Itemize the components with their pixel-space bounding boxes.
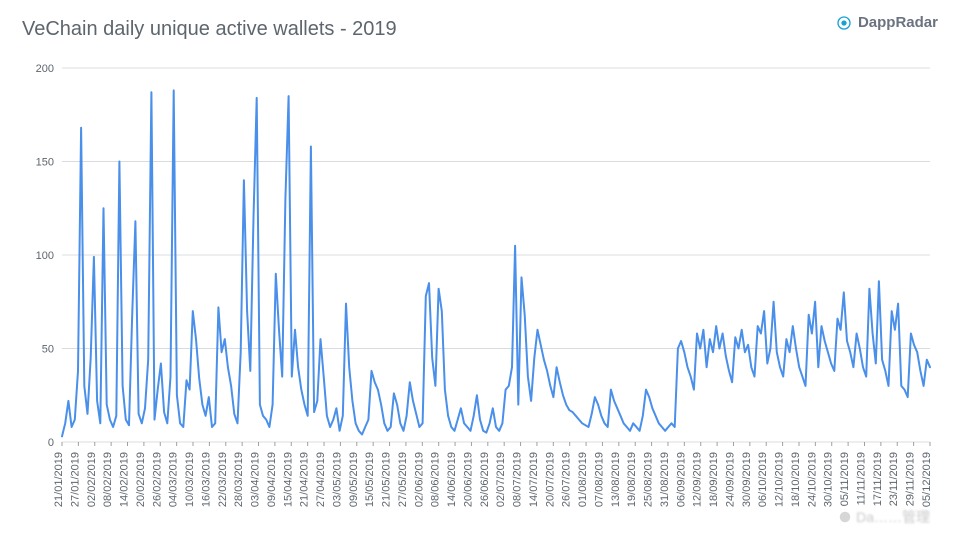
svg-text:05/12/2019: 05/12/2019: [921, 452, 933, 507]
svg-text:13/08/2019: 13/08/2019: [610, 452, 622, 507]
svg-text:14/02/2019: 14/02/2019: [119, 452, 131, 507]
svg-text:200: 200: [36, 63, 54, 75]
brand-icon: [836, 15, 852, 31]
svg-text:29/11/2019: 29/11/2019: [905, 452, 917, 506]
svg-text:22/03/2019: 22/03/2019: [217, 452, 229, 507]
svg-text:28/03/2019: 28/03/2019: [233, 452, 245, 507]
svg-text:03/05/2019: 03/05/2019: [331, 452, 343, 507]
chart-title: VeChain daily unique active wallets - 20…: [22, 18, 397, 41]
svg-text:150: 150: [36, 157, 54, 169]
svg-text:02/02/2019: 02/02/2019: [86, 452, 98, 507]
svg-text:18/10/2019: 18/10/2019: [790, 452, 802, 507]
svg-text:06/09/2019: 06/09/2019: [675, 452, 687, 507]
svg-text:12/09/2019: 12/09/2019: [692, 452, 704, 507]
svg-text:23/11/2019: 23/11/2019: [888, 452, 900, 506]
svg-text:30/09/2019: 30/09/2019: [741, 452, 753, 507]
svg-text:16/03/2019: 16/03/2019: [200, 452, 212, 507]
svg-text:26/07/2019: 26/07/2019: [561, 452, 573, 507]
svg-text:50: 50: [42, 344, 54, 356]
brand-logo: DappRadar: [836, 14, 938, 31]
svg-text:19/08/2019: 19/08/2019: [626, 452, 638, 507]
svg-text:26/06/2019: 26/06/2019: [479, 452, 491, 507]
svg-text:24/10/2019: 24/10/2019: [806, 452, 818, 507]
svg-text:27/04/2019: 27/04/2019: [315, 452, 327, 507]
svg-text:20/02/2019: 20/02/2019: [135, 452, 147, 507]
svg-text:02/07/2019: 02/07/2019: [495, 452, 507, 507]
svg-text:11/11/2019: 11/11/2019: [855, 452, 867, 505]
svg-text:12/10/2019: 12/10/2019: [774, 452, 786, 507]
svg-text:15/04/2019: 15/04/2019: [282, 452, 294, 507]
svg-text:10/03/2019: 10/03/2019: [184, 452, 196, 507]
watermark: Da……管理: [838, 507, 930, 527]
svg-text:09/04/2019: 09/04/2019: [266, 452, 278, 507]
svg-text:24/09/2019: 24/09/2019: [724, 452, 736, 507]
svg-text:02/06/2019: 02/06/2019: [413, 452, 425, 507]
svg-text:08/07/2019: 08/07/2019: [512, 452, 524, 507]
svg-text:100: 100: [36, 250, 54, 262]
svg-text:14/06/2019: 14/06/2019: [446, 452, 458, 507]
svg-text:21/04/2019: 21/04/2019: [299, 452, 311, 507]
brand-name: DappRadar: [858, 14, 938, 31]
svg-text:17/11/2019: 17/11/2019: [872, 452, 884, 506]
svg-text:21/05/2019: 21/05/2019: [381, 452, 393, 507]
svg-text:0: 0: [48, 437, 54, 449]
line-chart: 0 50 100 150 200 21/01/2019 27/01/2019 02/02/20…: [20, 60, 940, 530]
svg-text:08/06/2019: 08/06/2019: [430, 452, 442, 507]
svg-text:27/01/2019: 27/01/2019: [69, 452, 81, 507]
svg-text:26/02/2019: 26/02/2019: [151, 452, 163, 507]
svg-text:08/02/2019: 08/02/2019: [102, 452, 114, 507]
svg-text:25/08/2019: 25/08/2019: [643, 452, 655, 507]
svg-text:05/11/2019: 05/11/2019: [839, 452, 851, 506]
svg-text:07/08/2019: 07/08/2019: [593, 452, 605, 507]
svg-text:01/08/2019: 01/08/2019: [577, 452, 589, 507]
svg-text:27/05/2019: 27/05/2019: [397, 452, 409, 507]
svg-text:21/01/2019: 21/01/2019: [53, 452, 65, 507]
svg-text:14/07/2019: 14/07/2019: [528, 452, 540, 507]
svg-text:03/04/2019: 03/04/2019: [250, 452, 262, 507]
svg-text:20/06/2019: 20/06/2019: [462, 452, 474, 507]
svg-text:04/03/2019: 04/03/2019: [168, 452, 180, 507]
svg-text:06/10/2019: 06/10/2019: [757, 452, 769, 507]
chart-area: 0 50 100 150 200 21/01/2019 27/01/2019 02/02/20…: [20, 60, 940, 530]
svg-text:20/07/2019: 20/07/2019: [544, 452, 556, 507]
svg-text:18/09/2019: 18/09/2019: [708, 452, 720, 507]
svg-text:31/08/2019: 31/08/2019: [659, 452, 671, 507]
svg-text:30/10/2019: 30/10/2019: [823, 452, 835, 507]
svg-text:15/05/2019: 15/05/2019: [364, 452, 376, 507]
svg-text:09/05/2019: 09/05/2019: [348, 452, 360, 507]
